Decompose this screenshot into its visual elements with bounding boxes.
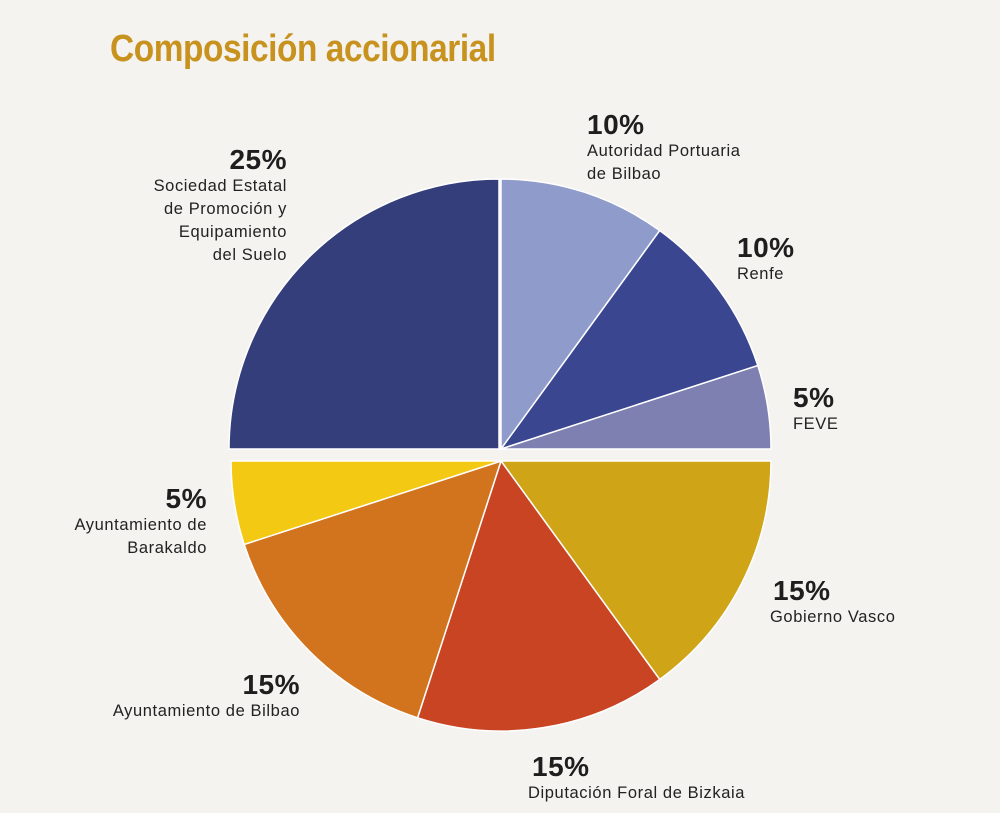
- chart-title: Composición accionarial: [110, 28, 496, 70]
- label-pct: 15%: [773, 575, 831, 606]
- label-pct: 5%: [793, 382, 835, 413]
- label-pct: 15%: [532, 751, 590, 782]
- label-name: Sociedad Estatal de Promoción y Equipami…: [153, 177, 287, 264]
- label-sociedad-estatal: 25% Sociedad Estatal de Promoción y Equi…: [154, 145, 287, 267]
- pie-slice-7: [228, 178, 500, 450]
- label-pct: 10%: [737, 232, 795, 263]
- label-autoridad-portuaria: 10% Autoridad Portuaria de Bilbao: [587, 110, 741, 186]
- pie-slice-3: [499, 460, 772, 681]
- label-pct: 10%: [587, 109, 645, 140]
- label-name: Gobierno Vasco: [770, 608, 896, 626]
- label-diputacion-foral: 15% Diputación Foral de Bizkaia: [528, 752, 745, 805]
- pie-slice-5: [243, 459, 503, 719]
- label-name: Diputación Foral de Bizkaia: [528, 784, 746, 802]
- label-feve: 5% FEVE: [793, 383, 839, 436]
- label-pct: 25%: [229, 144, 287, 175]
- label-renfe: 10% Renfe: [737, 233, 795, 286]
- label-gobierno-vasco: 15% Gobierno Vasco: [770, 576, 896, 629]
- pie-slice-0: [500, 178, 661, 452]
- pie-slice-1: [499, 229, 759, 451]
- label-name: Renfe: [737, 265, 785, 283]
- label-name: Ayuntamiento de Barakaldo: [74, 516, 207, 557]
- pie-slice-2: [500, 364, 772, 450]
- label-name: Autoridad Portuaria de Bilbao: [587, 142, 741, 183]
- pie-slice-4: [416, 459, 661, 732]
- label-pct: 5%: [165, 483, 207, 514]
- label-pct: 15%: [242, 669, 300, 700]
- label-name: FEVE: [793, 415, 839, 433]
- pie-slice-6: [230, 460, 502, 546]
- label-ayuntamiento-barakaldo: 5% Ayuntamiento de Barakaldo: [74, 484, 207, 560]
- label-name: Ayuntamiento de Bilbao: [112, 702, 300, 720]
- label-ayuntamiento-bilbao: 15% Ayuntamiento de Bilbao: [113, 670, 300, 723]
